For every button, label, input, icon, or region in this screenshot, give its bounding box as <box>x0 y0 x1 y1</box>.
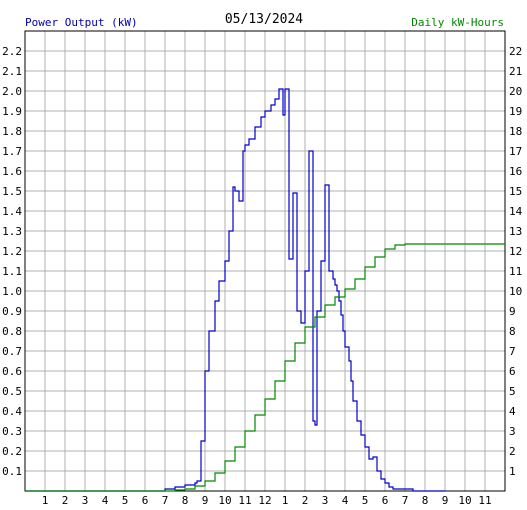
y-right-tick-label: 14 <box>509 205 523 218</box>
daily-kwh-line <box>25 243 505 492</box>
y-right-tick-label: 7 <box>509 345 516 358</box>
y-right-tick-label: 9 <box>509 305 516 318</box>
y-left-tick-label: 0.9 <box>2 305 22 318</box>
x-tick-label: 6 <box>142 494 149 507</box>
y-left-tick-label: 2.0 <box>2 85 22 98</box>
y-right-tick-label: 6 <box>509 365 516 378</box>
y-left-tick-label: 1.3 <box>2 225 22 238</box>
x-tick-label: 9 <box>442 494 449 507</box>
x-tick-label: 7 <box>162 494 169 507</box>
y-right-tick-label: 17 <box>509 145 522 158</box>
x-tick-label: 4 <box>342 494 349 507</box>
x-tick-label: 3 <box>82 494 89 507</box>
x-tick-label: 11 <box>238 494 251 507</box>
y-left-tick-label: 1.0 <box>2 285 22 298</box>
y-right-tick-label: 21 <box>509 65 522 78</box>
y-left-tick-label: 1.6 <box>2 165 22 178</box>
x-tick-label: 2 <box>62 494 69 507</box>
x-tick-label: 7 <box>402 494 409 507</box>
x-tick-label: 3 <box>322 494 329 507</box>
y-left-tick-label: 0.8 <box>2 325 22 338</box>
x-tick-label: 2 <box>302 494 309 507</box>
x-tick-label: 11 <box>478 494 491 507</box>
x-tick-label: 6 <box>382 494 389 507</box>
y-right-tick-label: 10 <box>509 285 522 298</box>
x-tick-label: 8 <box>182 494 189 507</box>
y-right-tick-label: 13 <box>509 225 522 238</box>
y-right-tick-label: 8 <box>509 325 516 338</box>
y-left-tick-label: 2.1 <box>2 65 22 78</box>
y-right-tick-label: 15 <box>509 185 522 198</box>
x-tick-label: 1 <box>282 494 289 507</box>
y-left-tick-label: 1.8 <box>2 125 22 138</box>
y-left-tick-label: 1.1 <box>2 265 22 278</box>
x-tick-label: 9 <box>202 494 209 507</box>
y-left-tick-label: 1.2 <box>2 245 22 258</box>
y-left-tick-label: 0.3 <box>2 425 22 438</box>
y-right-tick-label: 2 <box>509 445 516 458</box>
x-tick-label: 4 <box>102 494 109 507</box>
x-tick-label: 8 <box>422 494 429 507</box>
tick-labels: 1 2 3 4 5 6 7 8 9 10 11 12 1 2 3 4 5 6 7 8 9 10 110.10.20.30.4… <box>2 45 522 507</box>
chart-title: 05/13/2024 <box>225 12 303 27</box>
y-right-tick-label: 12 <box>509 245 522 258</box>
x-tick-label: 10 <box>458 494 471 507</box>
y-left-tick-label: 1.5 <box>2 185 22 198</box>
right-axis-title: Daily kW-Hours <box>411 16 504 29</box>
y-right-tick-label: 4 <box>509 405 516 418</box>
y-right-tick-label: 3 <box>509 425 516 438</box>
y-right-tick-label: 22 <box>509 45 522 58</box>
y-left-tick-label: 0.1 <box>2 465 22 478</box>
x-tick-label: 5 <box>362 494 369 507</box>
plot-border <box>24 30 506 492</box>
x-tick-label: 1 <box>42 494 49 507</box>
x-tick-label: 5 <box>122 494 129 507</box>
y-right-tick-label: 1 <box>509 465 516 478</box>
y-left-tick-label: 2.2 <box>2 45 22 58</box>
y-left-tick-label: 1.4 <box>2 205 22 218</box>
y-left-tick-label: 0.5 <box>2 385 22 398</box>
plot-frame <box>24 30 506 492</box>
y-right-tick-label: 16 <box>509 165 522 178</box>
x-tick-label: 10 <box>218 494 231 507</box>
y-right-tick-label: 19 <box>509 105 522 118</box>
y-left-tick-label: 0.2 <box>2 445 22 458</box>
series-layer <box>25 88 505 492</box>
y-left-tick-label: 1.9 <box>2 105 22 118</box>
y-right-tick-label: 18 <box>509 125 522 138</box>
y-left-tick-label: 0.4 <box>2 405 22 418</box>
y-right-tick-label: 11 <box>509 265 522 278</box>
power-output-line <box>25 88 445 492</box>
y-left-tick-label: 0.7 <box>2 345 22 358</box>
grid-lines <box>25 31 505 491</box>
y-left-tick-label: 1.7 <box>2 145 22 158</box>
y-left-tick-label: 0.6 <box>2 365 22 378</box>
left-axis-title: Power Output (kW) <box>25 16 138 29</box>
y-right-tick-label: 5 <box>509 385 516 398</box>
y-right-tick-label: 20 <box>509 85 522 98</box>
x-tick-label: 12 <box>258 494 271 507</box>
